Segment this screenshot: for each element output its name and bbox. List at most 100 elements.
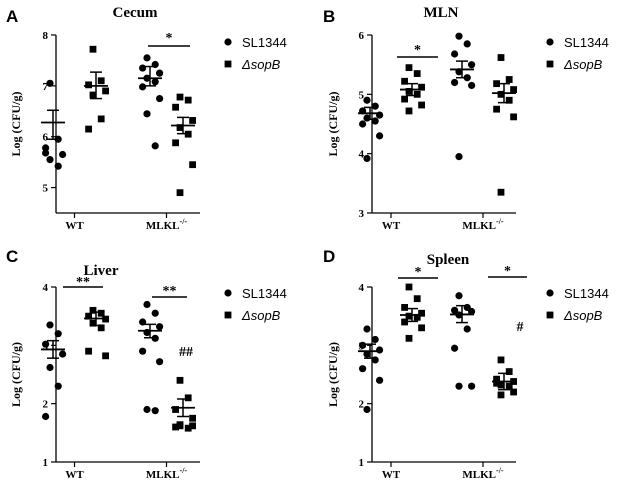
data-point-sopb (505, 76, 513, 83)
panel-B: B MLN 3 4 5 6 Log (CFU/g) WT MLKL-/- * SL1344 ΔsopB (323, 5, 609, 232)
data-point-sl1344 (463, 325, 471, 333)
legend-marker-square (224, 311, 232, 319)
data-point-sopb (497, 381, 505, 389)
panel-D: DSpleen1234Log (CFU/g)WTMLKL-/-**#SL1344… (323, 247, 609, 481)
data-point-sopb (189, 414, 196, 422)
data-point-sopb (85, 81, 92, 89)
data-point-sopb (418, 324, 425, 332)
panel-title: Liver (84, 263, 119, 279)
panel-A: A Cecum 5 6 7 8 Log (CFU/g) WT MLKL-/- * SL1344 Δso… (6, 5, 287, 232)
data-point-sl1344 (156, 323, 164, 331)
data-point-sl1344 (143, 300, 151, 309)
y-axis-label: Log (CFU/g) (9, 92, 23, 157)
x-tick-label: WT (65, 220, 84, 232)
legend-marker-square (546, 311, 554, 319)
legend-label: ΔsopB (563, 57, 603, 72)
data-point-sopb (510, 113, 517, 121)
data-point-sl1344 (143, 405, 151, 414)
data-point-sl1344 (46, 79, 54, 87)
legend-label: SL1344 (242, 35, 287, 50)
data-point-sl1344 (359, 365, 367, 373)
data-point-sopb (97, 309, 105, 317)
data-point-sopb (497, 356, 505, 364)
data-point-sl1344 (363, 96, 371, 104)
data-point-sopb (510, 86, 517, 93)
legend-marker-circle (546, 38, 554, 46)
data-point-sl1344 (468, 81, 476, 90)
x-tick-label: WT (382, 469, 401, 481)
data-point-sl1344 (376, 132, 384, 140)
data-point-sl1344 (139, 83, 147, 91)
data-point-sl1344 (151, 78, 159, 86)
data-point-sopb (401, 304, 408, 311)
data-point-sl1344 (359, 120, 367, 128)
data-point-sl1344 (363, 154, 371, 163)
legend-marker-square (546, 60, 554, 68)
data-point-sl1344 (42, 340, 50, 348)
data-point-sopb (413, 70, 421, 77)
data-point-sopb (102, 352, 109, 360)
data-point-sl1344 (151, 142, 159, 150)
data-point-sl1344 (156, 69, 164, 77)
data-point-sopb (85, 347, 92, 355)
x-tick-label: WT (65, 469, 84, 481)
data-point-sopb (189, 422, 196, 430)
x-tick-label: MLKL-/- (146, 217, 188, 232)
data-point-sopb (89, 91, 97, 99)
legend-label: ΔsopB (241, 308, 281, 323)
data-point-sopb (85, 125, 92, 133)
data-point-sl1344 (376, 376, 384, 384)
data-point-sopb (405, 107, 413, 115)
data-point-sl1344 (468, 61, 476, 69)
data-point-sopb (184, 394, 192, 402)
data-point-sopb (176, 421, 184, 429)
data-point-sopb (97, 324, 105, 332)
data-point-sl1344 (143, 54, 151, 62)
legend-label: SL1344 (564, 286, 609, 301)
data-point-sopb (401, 77, 408, 85)
significance-label: * (504, 264, 511, 279)
data-point-sl1344 (46, 321, 54, 329)
data-point-sl1344 (371, 335, 379, 344)
data-point-sl1344 (54, 162, 62, 170)
data-point-sl1344 (151, 407, 159, 415)
significance-label: * (415, 265, 422, 280)
data-point-sl1344 (54, 330, 62, 338)
y-tick-label: 5 (359, 89, 365, 101)
y-tick-label: 4 (359, 282, 365, 294)
data-point-sopb (89, 319, 97, 327)
data-point-sl1344 (156, 94, 164, 103)
significance-label: ** (76, 275, 90, 290)
data-point-sopb (172, 103, 179, 111)
data-point-sopb (102, 87, 109, 95)
data-point-sopb (405, 312, 413, 320)
data-point-sopb (497, 188, 505, 196)
data-point-sl1344 (42, 412, 50, 421)
y-tick-label: 7 (43, 81, 49, 93)
data-point-sopb (505, 368, 513, 375)
legend-label: ΔsopB (241, 57, 281, 72)
data-point-sl1344 (451, 306, 459, 314)
data-point-sopb (405, 64, 413, 72)
data-point-sl1344 (359, 341, 367, 349)
significance-label: ** (163, 284, 177, 299)
legend-marker-circle (224, 289, 232, 297)
data-point-sopb (510, 388, 517, 396)
data-point-sopb (176, 376, 184, 384)
data-point-sopb (405, 283, 413, 291)
data-point-sopb (189, 117, 196, 124)
data-point-sl1344 (463, 40, 471, 48)
data-point-sopb (493, 375, 500, 383)
x-tick-label: MLKL-/- (462, 466, 504, 481)
data-point-sl1344 (363, 350, 371, 358)
data-point-sl1344 (455, 292, 463, 300)
hash-annotation: # (517, 320, 524, 335)
data-point-sopb (493, 379, 500, 387)
data-point-sl1344 (451, 50, 459, 58)
data-point-sl1344 (371, 102, 379, 110)
panel-letter: C (6, 247, 18, 266)
data-point-sopb (413, 313, 421, 321)
legend-marker-circle (546, 289, 554, 297)
data-point-sl1344 (59, 350, 67, 358)
